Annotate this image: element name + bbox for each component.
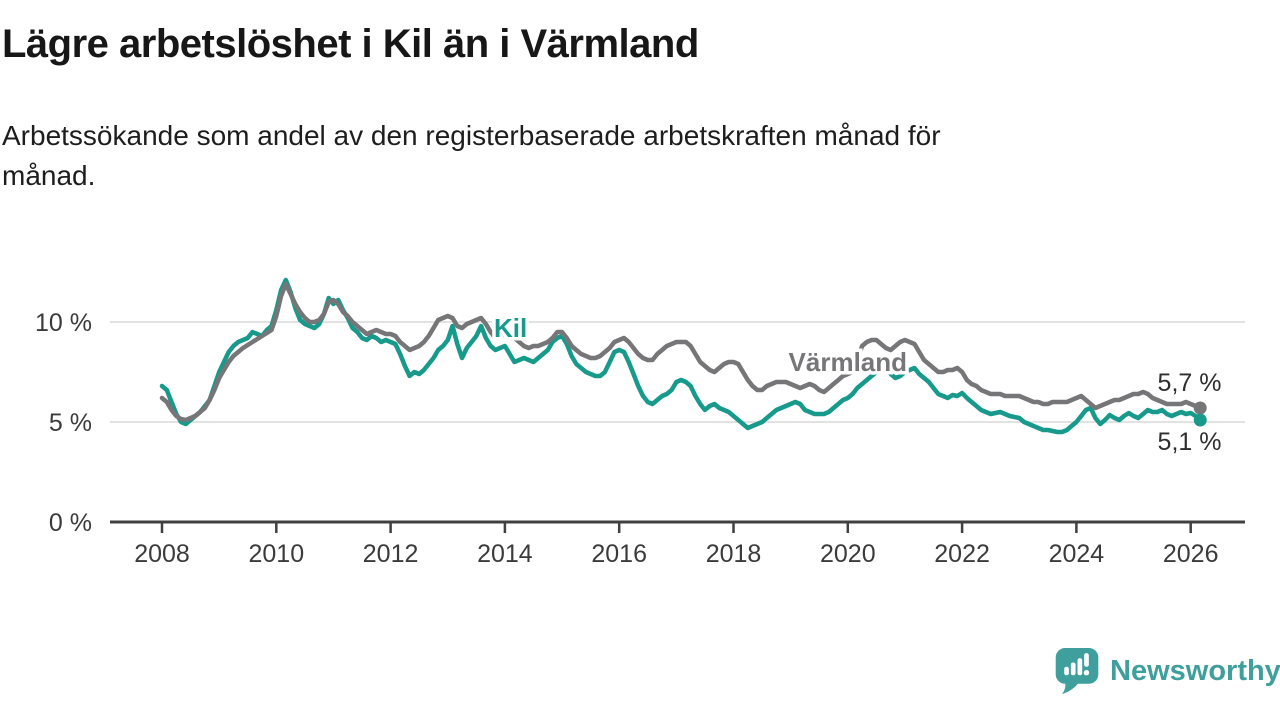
x-axis-tick-label: 2024 xyxy=(1049,540,1105,568)
line-chart-canvas: 0 % 5 % 10 % 2008 2010 2012 2014 2016 2018 2020 20… xyxy=(35,277,1245,568)
end-value-label-varmland: 5,7 % xyxy=(1158,369,1222,397)
x-axis-tick-label: 2016 xyxy=(591,540,647,568)
series-end-dot-varmland xyxy=(1193,401,1207,415)
series-line-kil xyxy=(159,277,1203,435)
x-axis-tick-label: 2020 xyxy=(820,540,876,568)
y-axis-tick-label: 10 % xyxy=(35,309,92,337)
newsworthy-logo-text: Newsworthy xyxy=(1110,654,1280,687)
x-axis-tick-label: 2022 xyxy=(934,540,990,568)
series-end-dot-kil xyxy=(1193,413,1207,427)
x-axis-tick-label: 2026 xyxy=(1163,540,1219,568)
chart-subtitle-line-2: månad. xyxy=(2,160,96,191)
newsworthy-logo-icon xyxy=(1055,648,1099,694)
page-title: Lägre arbetslöshet i Kil än i Värmland xyxy=(2,22,699,66)
x-axis-tick-label: 2014 xyxy=(477,540,533,568)
x-axis-tick-label: 2010 xyxy=(248,540,304,568)
y-axis-tick-label: 0 % xyxy=(49,509,92,537)
end-value-label-kil: 5,1 % xyxy=(1158,428,1222,456)
newsworthy-branding: Newsworthy xyxy=(1054,646,1280,696)
series-line-varmland xyxy=(159,281,1203,423)
chart-subtitle-line-1: Arbetssökande som andel av den registerb… xyxy=(2,120,941,151)
x-axis-tick-label: 2018 xyxy=(706,540,762,568)
chart-subtitle: Arbetssökande som andel av den registerb… xyxy=(2,116,1272,196)
unemployment-line-chart: 0 % 5 % 10 % 2008 2010 2012 2014 2016 2018 2020 20… xyxy=(0,240,1280,590)
x-axis-tick-label: 2012 xyxy=(363,540,419,568)
x-axis-tick-label: 2008 xyxy=(134,540,190,568)
series-label-varmland: Värmland xyxy=(789,347,908,377)
series-label-kil: Kil xyxy=(494,313,527,343)
y-axis-tick-label: 5 % xyxy=(49,409,92,437)
